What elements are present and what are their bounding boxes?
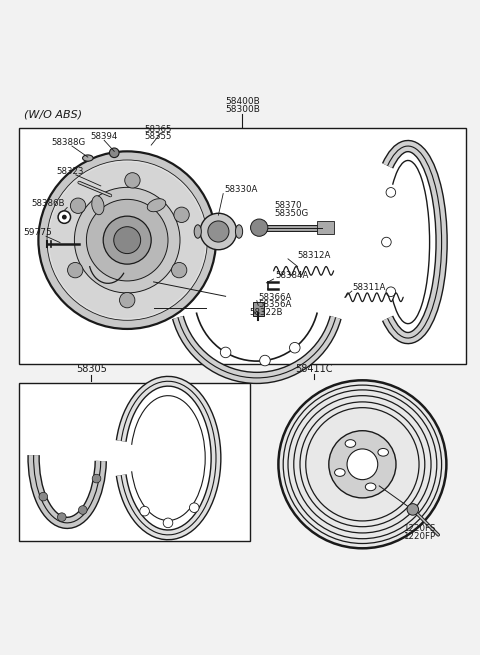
Text: (W/O ABS): (W/O ABS) <box>24 109 82 119</box>
Text: 58394: 58394 <box>90 132 118 141</box>
Bar <box>253 302 264 316</box>
Circle shape <box>71 198 86 214</box>
Text: 58305: 58305 <box>76 364 107 374</box>
Circle shape <box>103 216 151 264</box>
Circle shape <box>208 221 229 242</box>
Text: 1220FS: 1220FS <box>403 523 435 533</box>
Circle shape <box>79 506 87 514</box>
Circle shape <box>114 227 141 253</box>
Text: 58356A: 58356A <box>258 300 292 309</box>
Polygon shape <box>317 221 334 234</box>
Text: 58365: 58365 <box>144 124 171 134</box>
Text: 58312A: 58312A <box>298 251 331 260</box>
Circle shape <box>347 449 378 479</box>
Circle shape <box>86 199 168 281</box>
Ellipse shape <box>335 469 345 476</box>
Circle shape <box>386 187 396 197</box>
Circle shape <box>171 263 187 278</box>
Text: 58355: 58355 <box>144 132 171 141</box>
Bar <box>19 128 466 364</box>
Circle shape <box>190 503 199 512</box>
Circle shape <box>200 214 237 250</box>
Circle shape <box>38 151 216 329</box>
Circle shape <box>260 355 270 366</box>
Circle shape <box>140 506 149 516</box>
Text: 58388G: 58388G <box>52 138 86 147</box>
Circle shape <box>39 493 48 501</box>
Text: 58386B: 58386B <box>31 199 65 208</box>
Ellipse shape <box>235 225 242 238</box>
Circle shape <box>62 215 67 219</box>
Circle shape <box>289 343 300 353</box>
Text: 58384A: 58384A <box>276 271 309 280</box>
Circle shape <box>74 187 180 293</box>
Circle shape <box>386 287 396 297</box>
Circle shape <box>92 474 101 483</box>
Ellipse shape <box>365 483 376 491</box>
Ellipse shape <box>92 196 104 215</box>
Text: 58323: 58323 <box>57 167 84 176</box>
Text: 58370: 58370 <box>275 202 302 210</box>
Circle shape <box>251 219 268 236</box>
Circle shape <box>58 513 66 521</box>
Bar <box>19 383 250 541</box>
Text: 58400B: 58400B <box>225 98 260 106</box>
Circle shape <box>120 293 135 308</box>
Circle shape <box>174 207 189 223</box>
Circle shape <box>278 381 446 548</box>
Circle shape <box>49 162 205 318</box>
Circle shape <box>163 518 173 528</box>
Circle shape <box>68 263 83 278</box>
Circle shape <box>382 237 391 247</box>
Ellipse shape <box>378 449 388 456</box>
Circle shape <box>47 160 207 320</box>
Text: 58350G: 58350G <box>275 209 309 218</box>
Circle shape <box>220 347 231 358</box>
Ellipse shape <box>147 198 166 212</box>
Circle shape <box>58 211 71 223</box>
Circle shape <box>329 431 396 498</box>
Ellipse shape <box>83 155 93 161</box>
Text: 58366A: 58366A <box>258 293 292 302</box>
Text: 58322B: 58322B <box>250 308 283 316</box>
Text: 58330A: 58330A <box>224 185 258 194</box>
Text: 1220FP: 1220FP <box>403 532 435 540</box>
Ellipse shape <box>345 440 356 447</box>
Circle shape <box>407 504 419 515</box>
Text: 59775: 59775 <box>23 228 52 237</box>
Text: 58311A: 58311A <box>353 283 386 292</box>
Text: 58300B: 58300B <box>225 105 260 115</box>
Text: 58411C: 58411C <box>296 364 333 373</box>
Ellipse shape <box>194 225 202 238</box>
Circle shape <box>109 148 119 158</box>
Circle shape <box>125 173 140 188</box>
